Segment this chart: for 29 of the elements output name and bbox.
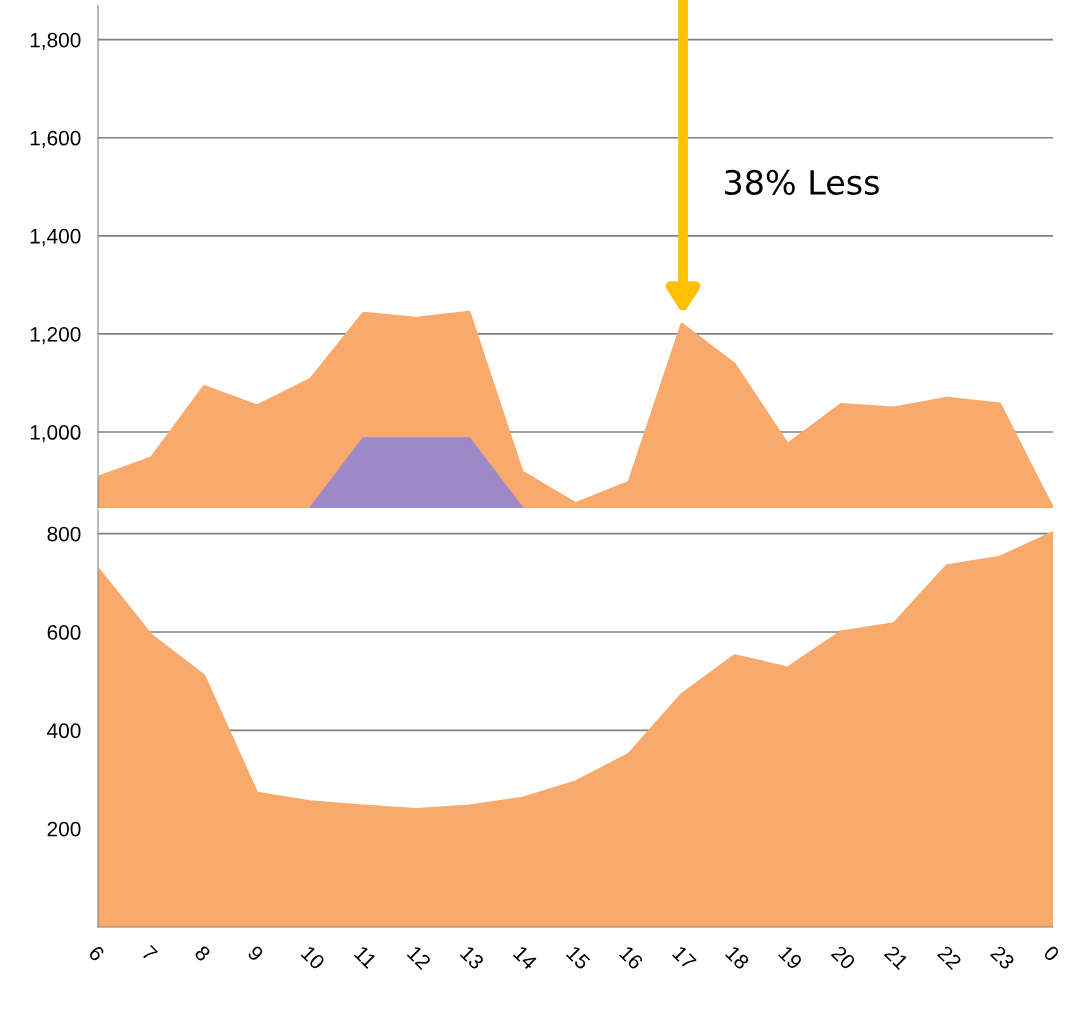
y-tick-label: 800 (47, 526, 81, 542)
y-tick-label: 600 (47, 625, 81, 640)
x-tick-label: 9 (247, 944, 265, 963)
x-tick-label: 21 (883, 944, 910, 971)
x-tick-label: 8 (193, 944, 212, 963)
y-tick-label: 1,200 (30, 326, 81, 345)
y-tick-label: 1,400 (30, 228, 81, 247)
y-tick-label: 1,600 (30, 130, 81, 148)
x-tick-label: 23 (989, 944, 1016, 971)
x-tick-label: 17 (672, 945, 697, 971)
y-tick-label: 1,800 (30, 32, 81, 50)
y-tick-label: 200 (47, 821, 81, 837)
x-tick-label: 10 (300, 945, 326, 971)
y-tick-label: 400 (47, 723, 81, 739)
x-tick-label: 6 (87, 944, 106, 963)
x-tick-label: 18 (724, 945, 751, 971)
x-tick-label: 11 (353, 945, 378, 969)
x-tick-label: 19 (778, 945, 804, 971)
x-tick-label: 12 (406, 945, 432, 971)
y-tick-label: 1,000 (30, 425, 81, 443)
x-tick-label: 7 (141, 945, 158, 962)
x-tick-label: 15 (565, 945, 591, 971)
x-tick-label: 22 (936, 944, 963, 971)
x-tick-label: 16 (618, 945, 644, 971)
x-tick-label: 20 (830, 944, 857, 971)
annotation: 38% Less (725, 169, 879, 195)
x-tick-label: 13 (459, 945, 485, 971)
x-tick-label: 0 (1042, 944, 1061, 963)
x-tick-label: 14 (512, 945, 538, 971)
